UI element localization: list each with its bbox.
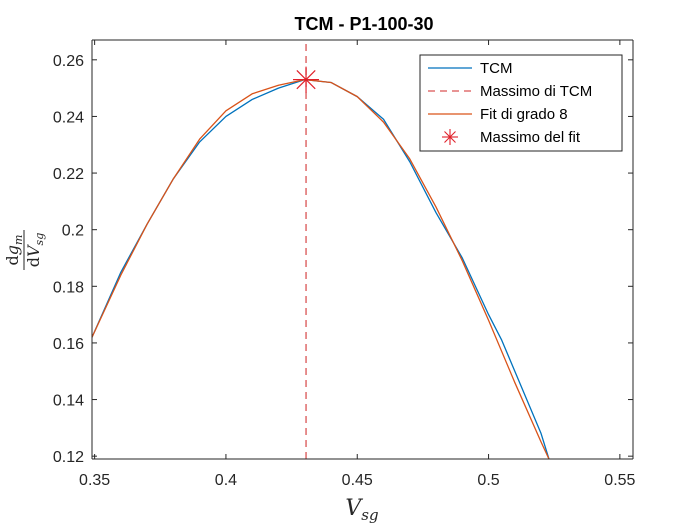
y-tick-label: 0.24 xyxy=(53,109,84,126)
svg-text:dVsg: dVsg xyxy=(24,233,46,268)
y-label-num-d: d xyxy=(3,255,22,265)
y-label-num-main: g xyxy=(3,245,22,255)
marker-massimo-del-fit xyxy=(293,66,320,93)
y-tick-label: 0.2 xyxy=(62,223,84,240)
x-tick-label: 0.45 xyxy=(342,472,373,489)
legend-swatch-massimo-fit xyxy=(442,129,458,145)
x-tick-label: 0.55 xyxy=(604,472,635,489)
y-label-den-sub: sg xyxy=(33,233,46,246)
legend-label-massimo-tcm: Massimo di TCM xyxy=(480,83,592,100)
series-line-fit-di-grado-8 xyxy=(91,78,550,460)
series-layer xyxy=(91,40,550,460)
y-tick-label: 0.18 xyxy=(53,279,84,296)
x-tick-label: 0.5 xyxy=(477,472,499,489)
y-label-den-d: d xyxy=(24,257,43,267)
legend: TCM Massimo di TCM Fit di grado 8 Massim… xyxy=(419,54,623,152)
y-tick-label: 0.16 xyxy=(53,336,84,353)
legend-box xyxy=(419,54,623,152)
axes-layer: 0.35 0.4 0.45 0.5 0.55 0.12 0.14 0.16 0.18 0.2 0.2… xyxy=(53,39,636,489)
marker-stroke xyxy=(296,70,316,90)
y-label-den-main: V xyxy=(24,244,43,257)
svg-text:Vsg: Vsg xyxy=(345,496,378,524)
x-axis-label-sub: sg xyxy=(361,506,378,524)
x-tick-label: 0.35 xyxy=(79,472,110,489)
y-tick-label: 0.22 xyxy=(53,166,84,183)
legend-label-fit: Fit di grado 8 xyxy=(480,106,568,123)
y-axis-label: dgm dVsg xyxy=(3,230,46,270)
y-tick-label: 0.26 xyxy=(53,53,84,70)
legend-label-tcm: TCM xyxy=(480,60,513,77)
x-tick-label: 0.4 xyxy=(215,472,237,489)
svg-text:dgm: dgm xyxy=(3,235,25,266)
legend-label-massimo-fit: Massimo del fit xyxy=(480,129,581,146)
x-axis-label: Vsg xyxy=(345,496,378,524)
y-label-num-sub: m xyxy=(12,235,25,245)
y-tick-label: 0.12 xyxy=(53,449,84,466)
x-axis-label-main: V xyxy=(345,496,363,521)
y-tick-label: 0.14 xyxy=(53,393,84,410)
chart-title: TCM - P1-100-30 xyxy=(294,14,433,34)
